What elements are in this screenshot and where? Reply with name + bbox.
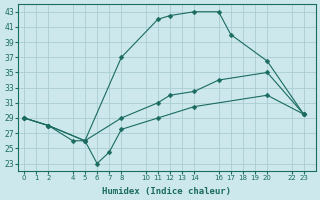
- X-axis label: Humidex (Indice chaleur): Humidex (Indice chaleur): [102, 187, 231, 196]
